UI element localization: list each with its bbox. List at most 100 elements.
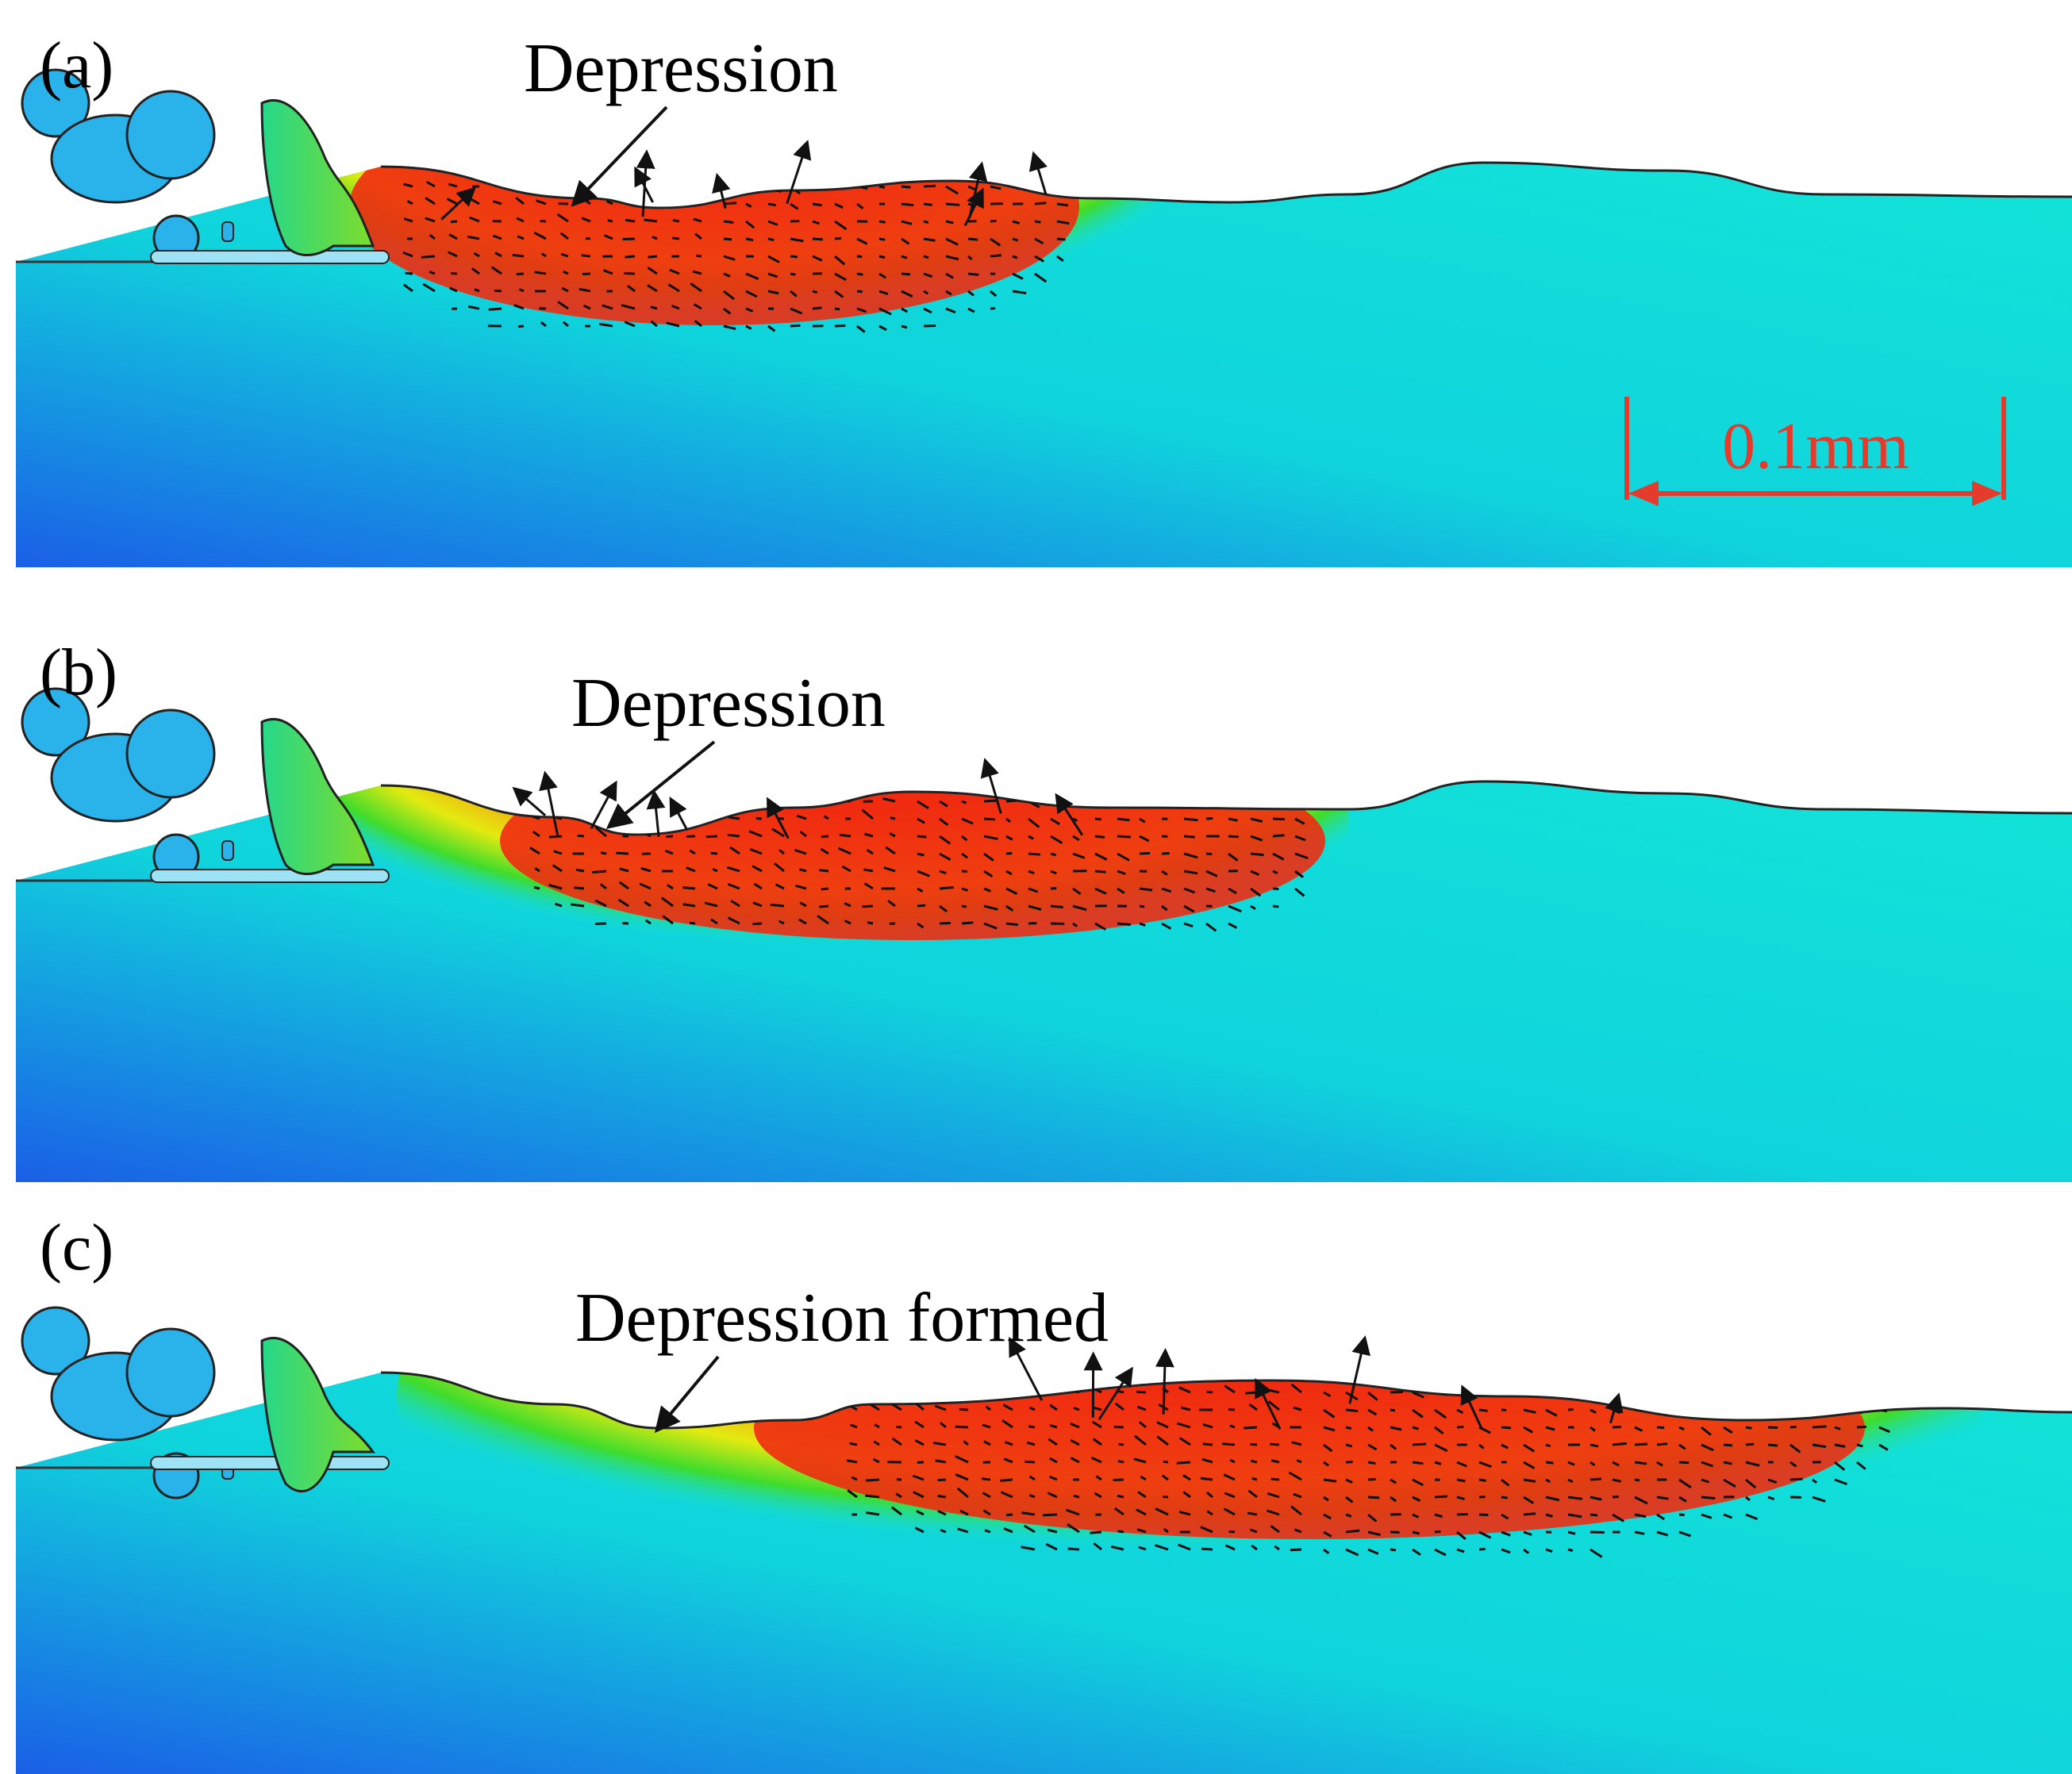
arrow-icon	[914, 1439, 925, 1446]
arrow-icon	[1412, 1548, 1421, 1556]
arrow-icon	[1523, 1391, 1530, 1396]
arrow-icon	[917, 800, 929, 810]
arrow-icon	[983, 922, 998, 930]
arrow-icon	[1056, 237, 1066, 241]
arrow-icon	[1067, 1522, 1080, 1534]
arrow-icon	[540, 252, 547, 258]
arrow-icon	[1478, 1391, 1491, 1396]
arrow-icon	[429, 233, 436, 240]
arrow-icon	[945, 220, 954, 225]
arrow-icon	[863, 832, 874, 838]
arrow-icon	[1005, 922, 1019, 927]
arrow-icon	[939, 870, 947, 875]
arrow-icon	[554, 902, 563, 908]
arrow-icon	[1567, 1496, 1582, 1500]
arrow-icon	[917, 817, 925, 824]
arrow-icon	[1323, 1426, 1336, 1432]
arrow-icon	[967, 290, 974, 297]
arrow-icon	[1267, 1492, 1280, 1499]
arrow-icon	[1723, 1443, 1733, 1447]
arrow-icon	[841, 865, 851, 873]
arrow-icon	[786, 140, 812, 205]
arrow-icon	[856, 255, 863, 259]
arrow-icon	[517, 235, 525, 240]
arrow-icon	[425, 180, 436, 188]
arrow-icon	[1176, 1461, 1191, 1465]
arrow-icon	[728, 816, 740, 820]
arrow-icon	[577, 834, 585, 838]
arrow-icon	[1501, 1530, 1511, 1537]
arrow-icon	[639, 882, 652, 890]
arrow-icon	[682, 903, 696, 908]
arrow-icon	[1294, 1528, 1302, 1534]
arrow-icon	[916, 1510, 925, 1516]
arrow-icon	[968, 161, 988, 219]
arrow-icon	[918, 1388, 925, 1394]
arrow-icon	[839, 833, 851, 838]
arrow-icon	[446, 198, 458, 205]
arrow-icon	[1034, 237, 1044, 245]
arrow-icon	[1501, 1478, 1510, 1487]
panel-label: (c)	[40, 1211, 113, 1284]
arrow-icon	[693, 303, 702, 310]
arrow-icon	[1723, 1408, 1736, 1414]
arrow-icon	[1048, 1388, 1058, 1394]
arrow-icon	[619, 867, 629, 873]
arrow-icon	[1001, 1388, 1013, 1394]
arrow-icon	[625, 218, 636, 223]
arrow-icon	[1028, 1406, 1036, 1411]
arrow-icon	[1223, 1473, 1236, 1481]
arrow-icon	[672, 236, 680, 240]
arrow-icon	[1478, 1443, 1485, 1450]
arrow-icon	[1050, 870, 1057, 875]
arrow-icon	[1856, 1461, 1866, 1470]
arrow-icon	[1073, 1407, 1080, 1411]
arrow-icon	[889, 832, 896, 838]
arrow-icon	[846, 1459, 858, 1464]
arrow-icon	[1523, 1408, 1536, 1414]
arrow-icon	[1678, 1408, 1692, 1412]
arrow-icon	[961, 904, 967, 908]
arrow-icon	[1634, 1530, 1645, 1535]
arrow-icon	[447, 251, 458, 258]
arrow-icon	[1072, 817, 1078, 822]
arrow-icon	[581, 254, 591, 258]
arrow-icon	[890, 1402, 902, 1411]
arrow-icon	[692, 270, 702, 275]
arrow-icon	[940, 1529, 947, 1534]
arrow-icon	[599, 883, 607, 890]
arrow-icon	[1434, 1408, 1447, 1419]
arrow-icon	[1003, 1527, 1013, 1534]
arrow-icon	[674, 201, 680, 205]
arrow-icon	[599, 322, 613, 328]
arrow-icon	[983, 1440, 991, 1446]
arrow-icon	[1181, 1406, 1191, 1411]
arrow-icon	[1345, 1496, 1354, 1503]
arrow-icon	[727, 883, 740, 890]
arrow-icon	[1228, 852, 1239, 862]
arrow-icon	[990, 307, 996, 310]
arrow-icon	[917, 835, 927, 839]
arrow-icon	[1050, 852, 1056, 857]
arrow-icon	[1005, 870, 1013, 876]
arrow-icon	[878, 272, 887, 279]
arrow-icon	[856, 237, 868, 245]
arrow-icon	[582, 304, 591, 310]
arrow-icon	[640, 866, 652, 873]
arrow-icon	[939, 1422, 947, 1429]
arrow-icon	[1656, 1442, 1668, 1446]
arrow-icon	[901, 290, 913, 298]
arrow-icon	[1139, 851, 1151, 855]
arrow-icon	[1117, 835, 1131, 839]
arrow-icon	[1701, 1443, 1714, 1452]
arrow-icon	[1567, 1407, 1574, 1411]
arrow-icon	[559, 232, 569, 240]
arrow-icon	[945, 290, 952, 296]
arrow-icon	[1012, 255, 1018, 259]
arrow-icon	[1745, 1513, 1759, 1521]
arrow-icon	[405, 271, 413, 275]
arrow-icon	[449, 286, 458, 293]
arrow-icon	[1161, 870, 1168, 876]
arrow-icon	[723, 307, 732, 315]
arrow-icon	[1501, 1426, 1512, 1430]
